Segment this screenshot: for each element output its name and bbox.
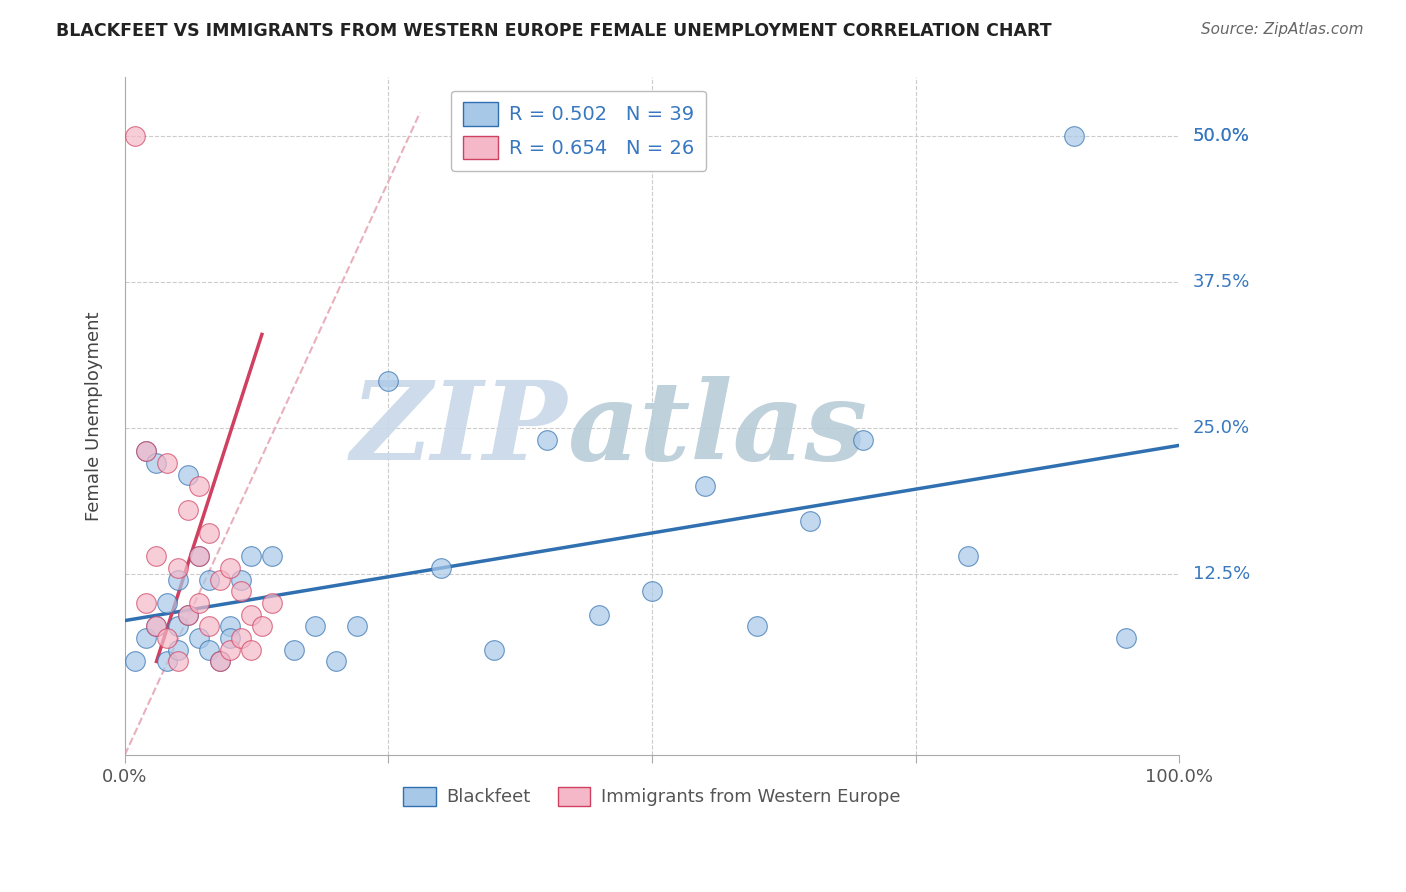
Text: 50.0%: 50.0% bbox=[1194, 127, 1250, 145]
Point bbox=[957, 549, 980, 564]
Point bbox=[166, 619, 188, 633]
Point bbox=[145, 619, 167, 633]
Point bbox=[641, 584, 664, 599]
Point bbox=[1063, 128, 1085, 143]
Point bbox=[283, 642, 305, 657]
Point bbox=[166, 561, 188, 575]
Point bbox=[166, 573, 188, 587]
Point bbox=[145, 456, 167, 470]
Text: atlas: atlas bbox=[568, 376, 868, 483]
Point bbox=[145, 549, 167, 564]
Point bbox=[229, 573, 252, 587]
Point bbox=[208, 573, 231, 587]
Point bbox=[852, 433, 875, 447]
Text: BLACKFEET VS IMMIGRANTS FROM WESTERN EUROPE FEMALE UNEMPLOYMENT CORRELATION CHAR: BLACKFEET VS IMMIGRANTS FROM WESTERN EUR… bbox=[56, 22, 1052, 40]
Point bbox=[219, 561, 242, 575]
Point bbox=[377, 374, 399, 388]
Point bbox=[536, 433, 558, 447]
Point bbox=[156, 631, 179, 645]
Point bbox=[166, 642, 188, 657]
Point bbox=[198, 526, 221, 541]
Point bbox=[1115, 631, 1137, 645]
Text: 37.5%: 37.5% bbox=[1194, 273, 1250, 291]
Point bbox=[198, 573, 221, 587]
Point bbox=[346, 619, 368, 633]
Text: 50.0%: 50.0% bbox=[1194, 127, 1250, 145]
Point bbox=[135, 444, 157, 458]
Point bbox=[208, 655, 231, 669]
Point bbox=[124, 655, 146, 669]
Legend: Blackfeet, Immigrants from Western Europe: Blackfeet, Immigrants from Western Europ… bbox=[396, 780, 908, 814]
Point bbox=[240, 607, 263, 622]
Point bbox=[240, 549, 263, 564]
Point bbox=[250, 619, 273, 633]
Point bbox=[187, 549, 209, 564]
Point bbox=[747, 619, 769, 633]
Point bbox=[262, 596, 284, 610]
Point bbox=[187, 549, 209, 564]
Point bbox=[693, 479, 716, 493]
Text: ZIP: ZIP bbox=[352, 376, 568, 483]
Point bbox=[145, 619, 167, 633]
Point bbox=[482, 642, 505, 657]
Point bbox=[304, 619, 326, 633]
Point bbox=[156, 655, 179, 669]
Point bbox=[177, 607, 200, 622]
Point bbox=[219, 642, 242, 657]
Point bbox=[187, 596, 209, 610]
Point bbox=[262, 549, 284, 564]
Point bbox=[187, 631, 209, 645]
Point bbox=[219, 631, 242, 645]
Point bbox=[135, 631, 157, 645]
Point bbox=[135, 444, 157, 458]
Point bbox=[177, 467, 200, 482]
Point bbox=[124, 128, 146, 143]
Point bbox=[325, 655, 347, 669]
Text: 12.5%: 12.5% bbox=[1194, 565, 1250, 582]
Point bbox=[229, 584, 252, 599]
Y-axis label: Female Unemployment: Female Unemployment bbox=[86, 311, 103, 521]
Point bbox=[219, 619, 242, 633]
Point bbox=[198, 619, 221, 633]
Point bbox=[588, 607, 610, 622]
Point bbox=[177, 607, 200, 622]
Text: 25.0%: 25.0% bbox=[1194, 419, 1250, 437]
Point bbox=[240, 642, 263, 657]
Point bbox=[229, 631, 252, 645]
Point bbox=[177, 502, 200, 516]
Point bbox=[198, 642, 221, 657]
Point bbox=[799, 514, 821, 528]
Point bbox=[187, 479, 209, 493]
Text: Source: ZipAtlas.com: Source: ZipAtlas.com bbox=[1201, 22, 1364, 37]
Point bbox=[135, 596, 157, 610]
Point bbox=[166, 655, 188, 669]
Point bbox=[208, 655, 231, 669]
Point bbox=[156, 456, 179, 470]
Point bbox=[430, 561, 453, 575]
Point bbox=[156, 596, 179, 610]
